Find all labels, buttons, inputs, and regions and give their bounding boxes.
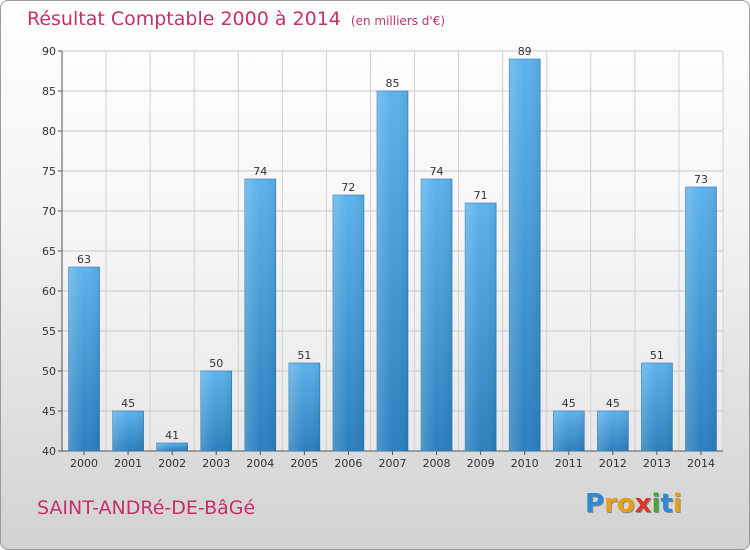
y-tick-label: 60 [42,285,56,298]
value-label-2010: 89 [518,45,532,58]
y-tick-label: 80 [42,125,56,138]
bar-shine-2006 [332,195,364,451]
y-tick-label: 65 [42,245,56,258]
value-label-2012: 45 [606,397,620,410]
value-label-2009: 71 [474,189,488,202]
bar-shine-2008 [421,179,453,451]
x-tick-label-2010: 2010 [511,457,539,470]
y-tick-label: 90 [42,45,56,58]
y-tick-label: 75 [42,165,56,178]
bar-shine-2007 [377,91,408,451]
value-label-2004: 74 [253,165,267,178]
x-tick-label-2004: 2004 [246,457,274,470]
bar-shine-2003 [200,371,232,451]
value-label-2002: 41 [165,429,179,442]
bar-shine-2002 [156,443,188,451]
value-label-2005: 51 [297,349,311,362]
bar-shine-2013 [641,363,673,451]
y-tick-label: 50 [42,365,56,378]
x-tick-label-2013: 2013 [643,457,671,470]
bar-shine-2005 [288,363,320,451]
x-tick-label-2008: 2008 [423,457,451,470]
y-tick-label: 85 [42,85,56,98]
y-tick-label: 70 [42,205,56,218]
x-tick-label-2012: 2012 [599,457,627,470]
x-tick-label-2005: 2005 [290,457,318,470]
bar-layer [68,58,717,452]
bar-shine-2009 [465,203,497,451]
label-layer: 63 45 41 50 74 51 72 85 74 71 89 45 45 51 73 [77,45,708,442]
bar-shine-2000 [68,267,100,451]
chart-subtitle: (en milliers d'€) [350,14,446,28]
y-tick-label: 55 [42,325,56,338]
bar-shine-2004 [244,179,276,451]
x-tick-label-2007: 2007 [379,457,407,470]
logo-letter: o [616,489,635,519]
value-label-2000: 63 [77,253,91,266]
x-tick-label-2006: 2006 [334,457,362,470]
value-label-2013: 51 [650,349,664,362]
logo-letter: i [672,489,682,519]
y-tick-label: 40 [42,445,56,458]
logo-letter: r [604,489,617,519]
proxiti-logo: Proxiti [585,489,682,519]
x-tick-label-2000: 2000 [70,457,98,470]
x-tick-label-2011: 2011 [555,457,583,470]
logo-letter: x [634,489,652,519]
value-label-2008: 74 [430,165,444,178]
chart-title: Résultat Comptable 2000 à 2014 (en millie… [27,8,445,30]
value-label-2001: 45 [121,397,135,410]
logo-letter: i [651,489,661,519]
x-tick-label-2009: 2009 [467,457,495,470]
bar-shine-2011 [553,411,585,451]
bar-shine-2010 [509,59,541,451]
x-tick-label-2003: 2003 [202,457,230,470]
value-label-2006: 72 [341,181,355,194]
value-label-2007: 85 [386,77,400,90]
logo-letter: t [660,489,673,519]
bar-shine-2012 [597,411,629,451]
value-label-2003: 50 [209,357,223,370]
bar-shine-2001 [112,411,144,451]
x-tick-label-2001: 2001 [114,457,142,470]
x-tick-label-2014: 2014 [687,457,715,470]
x-tick-label-2002: 2002 [158,457,186,470]
chart-title-text: Résultat Comptable 2000 à 2014 [27,8,341,30]
commune-name: SAINT-ANDRé-DE-BâGé [37,497,256,519]
y-tick-label: 45 [42,405,56,418]
value-label-2011: 45 [562,397,576,410]
value-label-2014: 73 [694,173,708,186]
logo-letter: P [585,489,605,519]
bar-shine-2014 [685,187,717,451]
